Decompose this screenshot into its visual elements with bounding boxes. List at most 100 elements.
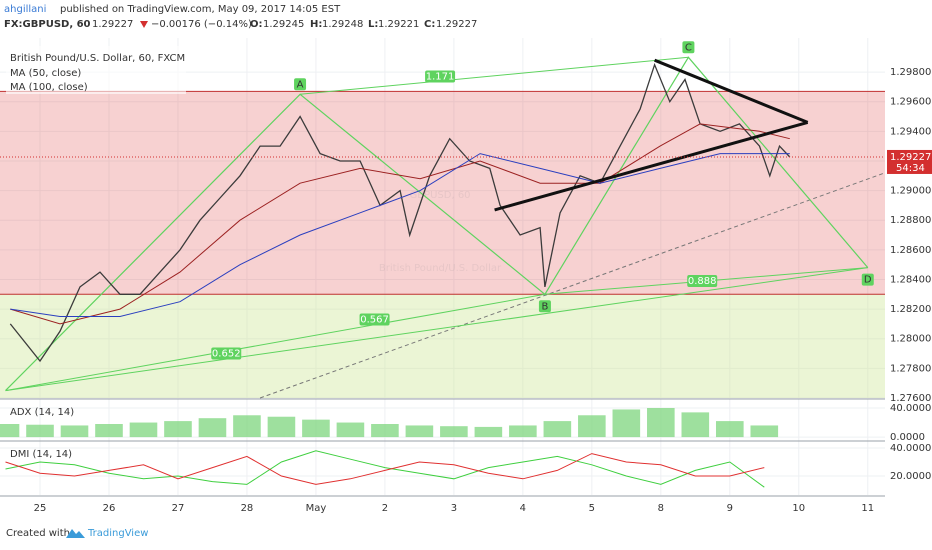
adx-bar — [336, 422, 365, 438]
adx-bar — [198, 418, 227, 438]
x-tick-label: 28 — [241, 503, 254, 514]
adx-bar — [0, 424, 20, 438]
watermark: GBPUSD, 60 — [409, 190, 470, 201]
trendline — [494, 120, 809, 212]
footer-created: Created with — [6, 528, 70, 539]
symbol: FX:GBPUSD, 60 — [4, 19, 91, 30]
ratio-box — [425, 70, 456, 83]
x-tick-label: 26 — [103, 503, 116, 514]
pattern-point-box — [294, 78, 307, 91]
watermark-sub: British Pound/U.S. Dollar — [379, 263, 502, 274]
x-tick-label: 3 — [451, 503, 457, 514]
pattern-leg — [300, 56, 689, 95]
price-line — [9, 62, 791, 363]
high-label: H: — [310, 19, 322, 30]
y-tick-label: 1.29800 — [890, 67, 931, 78]
series-line — [5, 450, 765, 488]
high: 1.29248 — [322, 19, 363, 30]
pattern-point-label: C — [685, 42, 692, 53]
series-line — [5, 453, 765, 485]
adx-bar — [164, 421, 192, 438]
y-tick-label: 40.0000 — [890, 443, 931, 454]
ratio-box — [211, 347, 242, 360]
zone — [0, 294, 885, 398]
x-tick-label: 11 — [861, 503, 874, 514]
low: 1.29221 — [378, 19, 419, 30]
pane-title: DMI (14, 14) — [10, 449, 72, 460]
y-tick-label: 0.0000 — [890, 432, 925, 443]
y-tick-label: 1.28200 — [890, 304, 931, 315]
last-price-label: 1.29227 — [890, 152, 931, 163]
adx-bar — [612, 409, 641, 438]
low-label: L: — [368, 19, 378, 30]
legend-entry: MA (100, close) — [10, 82, 88, 93]
adx-bar — [60, 425, 89, 438]
adx-bar — [681, 412, 710, 438]
y-tick-label: 20.0000 — [890, 471, 931, 482]
pane-title: ADX (14, 14) — [10, 407, 74, 418]
y-tick-label: 1.28800 — [890, 215, 931, 226]
adx-bar — [302, 419, 330, 438]
adx-bar — [440, 426, 468, 438]
adx-bar — [474, 426, 503, 438]
adx-bar — [405, 425, 434, 438]
pattern-point-box — [682, 41, 695, 54]
adx-bar — [129, 422, 158, 438]
change: −0.00176 (−0.14%) — [151, 19, 252, 30]
pattern-point-box — [538, 300, 551, 313]
y-tick-label: 1.27600 — [890, 393, 931, 404]
adx-bar — [578, 415, 606, 438]
series-line — [10, 123, 790, 325]
x-tick-label: 8 — [658, 503, 664, 514]
pattern-point-box — [861, 273, 874, 286]
x-tick-label: 9 — [727, 503, 733, 514]
y-tick-label: 1.29000 — [890, 186, 931, 197]
close-label: C: — [424, 19, 435, 30]
ratio-label: 0.652 — [212, 349, 241, 360]
x-tick-label: 5 — [589, 503, 595, 514]
ratio-box — [687, 274, 718, 287]
trend-guide — [259, 172, 886, 399]
pattern-leg — [5, 267, 868, 392]
pane: 20.0000 40.0000 DMI (14, 14) — [0, 443, 931, 497]
x-tick-label: 10 — [792, 503, 805, 514]
trendline — [654, 58, 809, 124]
ratio-label: 0.567 — [360, 314, 389, 325]
y-tick-label: 1.28600 — [890, 245, 931, 256]
adx-bar — [715, 421, 744, 438]
y-tick-label: 1.28400 — [890, 274, 931, 285]
author: ahgillani — [4, 4, 46, 15]
x-tick-label: 25 — [34, 503, 47, 514]
last-price: 1.29227 — [92, 19, 133, 30]
adx-bar — [647, 408, 675, 438]
last-price-box — [887, 149, 932, 174]
adx-bar — [267, 416, 296, 438]
legend-bg — [6, 46, 186, 94]
tv-logo — [66, 529, 85, 538]
pattern-leg — [5, 293, 546, 392]
y-tick-label: 1.28000 — [890, 334, 931, 345]
y-tick-label: 1.27800 — [890, 363, 931, 374]
series-line — [10, 153, 790, 317]
chart-title: British Pound/U.S. Dollar, 60, FXCM — [10, 53, 185, 64]
open-label: O: — [250, 19, 263, 30]
ratio-label: 0.888 — [688, 276, 717, 287]
x-tick-label: May — [306, 503, 327, 514]
legend-entry: MA (50, close) — [10, 68, 81, 79]
adx-bar — [371, 424, 399, 438]
y-tick-label: 1.29400 — [890, 126, 931, 137]
pattern-point-label: B — [541, 301, 548, 312]
countdown: 54:34 — [896, 163, 925, 174]
pattern-point-label: D — [864, 275, 872, 286]
x-tick-label: 27 — [172, 503, 185, 514]
ratio-label: 1.171 — [426, 72, 455, 83]
close: 1.29227 — [436, 19, 477, 30]
published: published on TradingView.com, May 09, 20… — [60, 4, 341, 15]
ratio-box — [359, 313, 390, 326]
pattern-point-label: A — [297, 79, 304, 90]
adx-bar — [509, 425, 537, 438]
adx-bar — [26, 424, 54, 438]
x-tick-label: 4 — [520, 503, 526, 514]
